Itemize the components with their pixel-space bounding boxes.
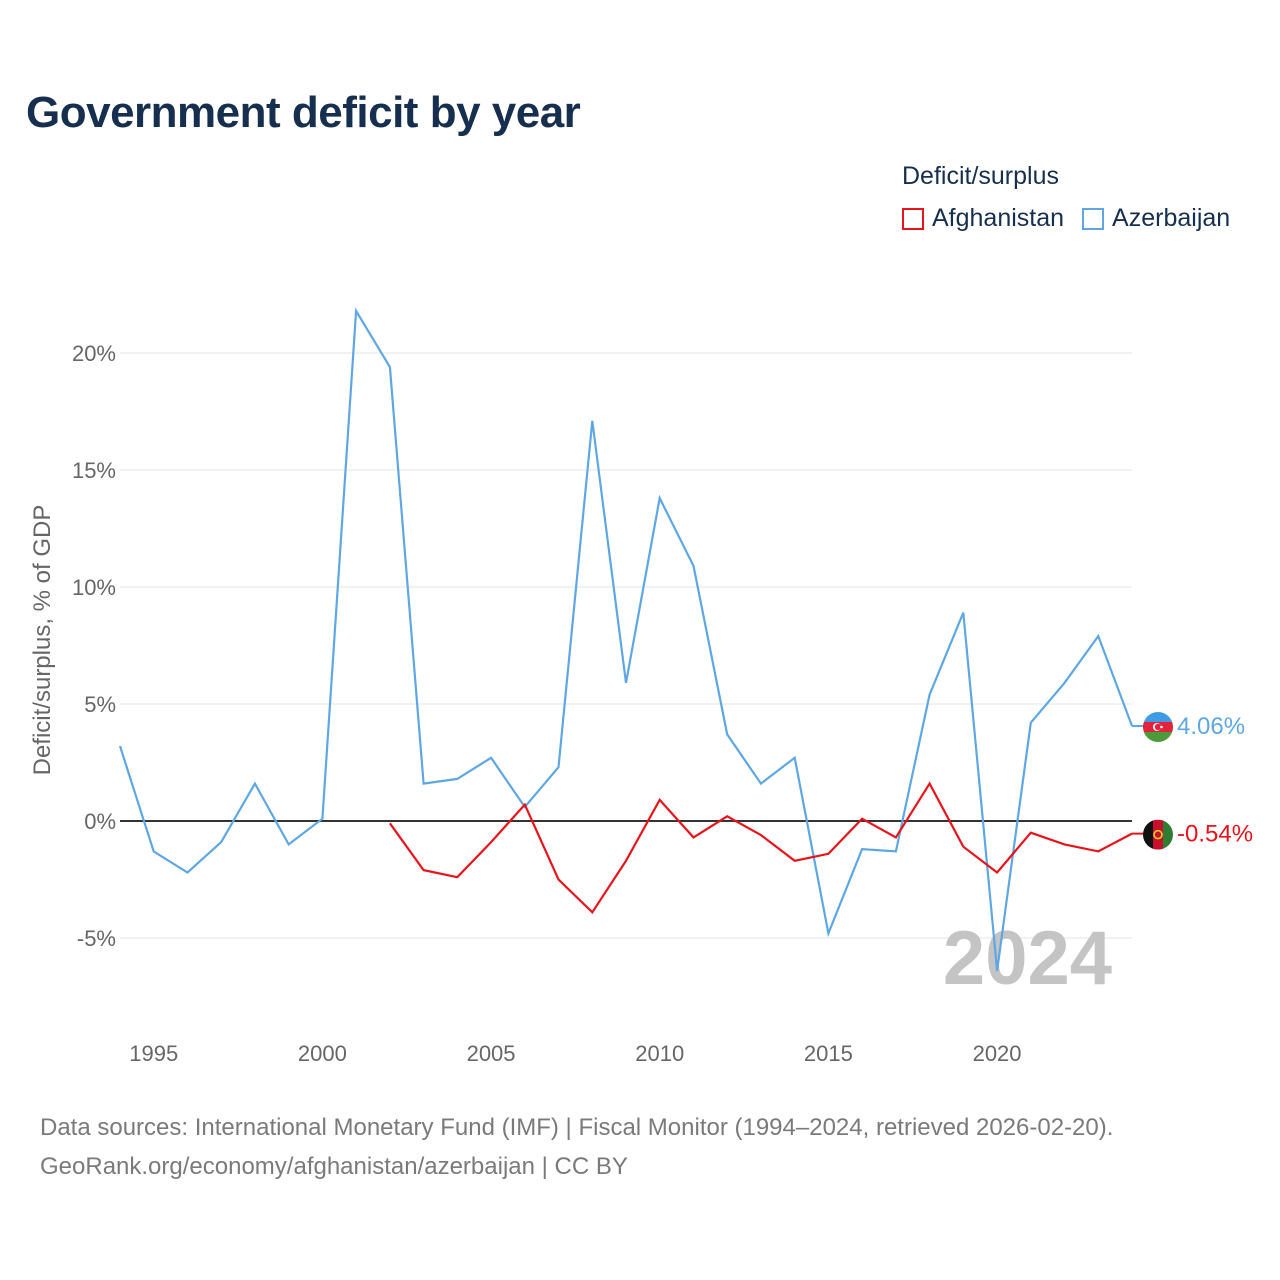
source-line-1: Data sources: International Monetary Fun…: [40, 1114, 1114, 1141]
y-tick-label: 5%: [84, 692, 116, 717]
x-tick-label: 2010: [635, 1041, 684, 1066]
y-tick-label: 20%: [72, 341, 116, 366]
y-axis-title: Deficit/surplus, % of GDP: [29, 505, 56, 776]
source-line-2[interactable]: GeoRank.org/economy/afghanistan/azerbaij…: [40, 1153, 628, 1180]
series-line-afghanistan: [389, 781, 1133, 915]
legend-swatch-azerbaijan: [1082, 207, 1105, 230]
series-line-azerbaijan: [118, 307, 1134, 971]
y-tick-label: 10%: [72, 575, 116, 600]
x-tick-label: 2000: [298, 1041, 347, 1066]
end-flags: [1143, 711, 1173, 850]
legend-item-afghanistan[interactable]: Afghanistan: [902, 204, 1064, 233]
x-tick-label: 2005: [467, 1041, 516, 1066]
legend-label-afghanistan: Afghanistan: [932, 204, 1065, 232]
x-tick-label: 2020: [973, 1041, 1022, 1066]
source-note: Data sources: International Monetary Fun…: [40, 1108, 1113, 1186]
legend-swatch-afghanistan: [902, 207, 924, 230]
series-lines: [118, 307, 1158, 971]
afghanistan-end-label: -0.54%: [1177, 821, 1253, 848]
azerbaijan-end-label: 4.06%: [1177, 713, 1245, 740]
y-tick-label: -5%: [77, 926, 116, 951]
legend-label-azerbaijan: Azerbaijan: [1112, 204, 1231, 232]
chart-title: Government deficit by year: [26, 88, 581, 137]
x-tick-label: 2015: [804, 1041, 853, 1066]
y-axis-ticks: 20% 15% 10% 5% 0% -5%: [72, 341, 116, 951]
azerbaijan-flag-icon: [1143, 711, 1173, 742]
current-year-watermark: 2024: [943, 916, 1112, 1001]
afghanistan-flag-icon: [1143, 819, 1173, 850]
y-tick-label: 15%: [72, 458, 116, 483]
legend: Afghanistan Azerbaijan: [902, 204, 1248, 233]
legend-title: Deficit/surplus: [902, 162, 1059, 190]
x-tick-label: 1995: [129, 1041, 178, 1066]
y-tick-label: 0%: [84, 809, 116, 834]
x-axis-ticks: 1995 2000 2005 2010 2015 2020: [129, 1041, 1021, 1066]
legend-item-azerbaijan[interactable]: Azerbaijan: [1082, 204, 1230, 233]
grid-lines: [120, 352, 1132, 939]
